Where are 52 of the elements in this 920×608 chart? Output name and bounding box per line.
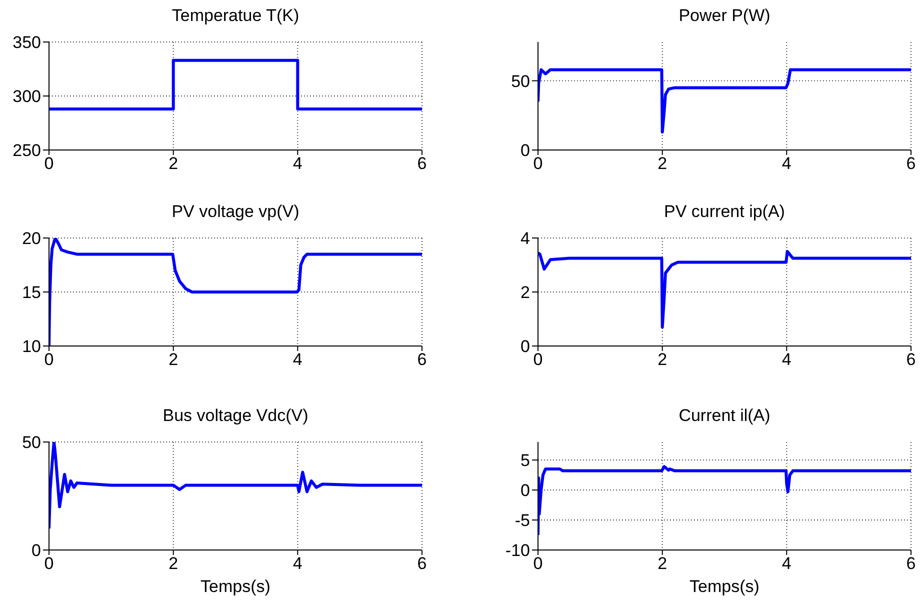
- x-tick-label: 4: [292, 154, 302, 174]
- x-tick-label: 0: [533, 350, 543, 370]
- x-tick-label: 6: [906, 350, 916, 370]
- x-tick-label: 2: [168, 154, 178, 174]
- y-tick-label: 2: [520, 283, 530, 302]
- x-tick-label: 4: [292, 554, 302, 574]
- x-tick-label: 6: [417, 350, 427, 370]
- x-tick-label: 2: [168, 554, 178, 574]
- y-tick-label: 350: [12, 33, 41, 52]
- y-tick-label: 15: [22, 283, 41, 302]
- x-tick-label: 0: [533, 554, 543, 574]
- line-series: [538, 68, 911, 134]
- chart-title: Bus voltage Vdc(V): [162, 406, 310, 426]
- x-tick-label: 6: [906, 154, 916, 174]
- y-tick-label: 0: [520, 337, 530, 356]
- line-series: [538, 465, 911, 536]
- y-tick-label: -10: [505, 541, 530, 560]
- x-tick-label: 0: [44, 554, 54, 574]
- chart-title: Temperatue T(K): [170, 6, 300, 26]
- x-tick-label: 0: [44, 154, 54, 174]
- y-tick-label: 0: [520, 141, 530, 160]
- x-axis-title: Temps(s): [200, 576, 272, 598]
- x-tick-label: 6: [906, 554, 916, 574]
- x-axis-title: Temps(s): [688, 576, 760, 598]
- x-tick-label: 2: [168, 350, 178, 370]
- y-tick-label: 250: [12, 141, 41, 160]
- chart-title: Power P(W): [678, 6, 772, 26]
- chart-title: Current il(A): [678, 406, 772, 426]
- y-tick-label: 50: [22, 433, 41, 452]
- x-tick-label: 2: [658, 554, 668, 574]
- x-tick-label: 4: [782, 154, 792, 174]
- y-tick-label: 0: [32, 541, 41, 560]
- x-tick-label: 6: [417, 154, 427, 174]
- y-tick-label: -5: [514, 511, 530, 530]
- chart-title: PV current ip(A): [663, 202, 786, 222]
- y-tick-label: 5: [520, 451, 530, 470]
- x-tick-label: 0: [533, 154, 543, 174]
- y-tick-label: 50: [511, 72, 530, 91]
- y-tick-label: 4: [520, 229, 530, 248]
- x-tick-label: 2: [658, 350, 668, 370]
- y-tick-label: 20: [22, 229, 41, 248]
- chart-title: PV voltage vp(V): [170, 202, 300, 222]
- y-tick-label: 300: [12, 87, 41, 106]
- x-tick-label: 0: [44, 350, 54, 370]
- x-tick-label: 2: [658, 154, 668, 174]
- y-tick-label: 10: [22, 337, 41, 356]
- x-tick-label: 4: [292, 350, 302, 370]
- y-tick-label: 0: [520, 481, 530, 500]
- x-tick-label: 6: [417, 554, 427, 574]
- line-series: [538, 250, 911, 329]
- x-tick-label: 4: [782, 350, 792, 370]
- x-tick-label: 4: [782, 554, 792, 574]
